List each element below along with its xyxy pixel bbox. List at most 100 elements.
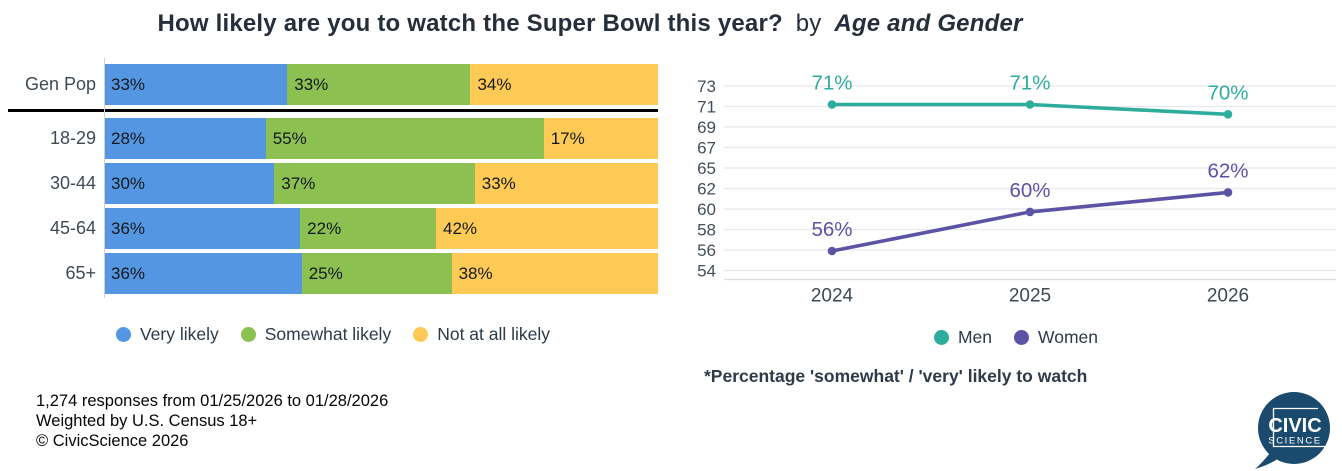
data-point-men [1025, 100, 1035, 109]
footer-responses: 1,274 responses from 01/25/2026 to 01/28… [36, 392, 389, 410]
bar-segment-value: 36% [111, 263, 146, 283]
data-point-men [1223, 110, 1233, 119]
bar-segment-value: 55% [272, 128, 307, 148]
legend-item-not-at-all-likely: Not at all likely [413, 324, 550, 345]
legend-item-very-likely: Very likely [115, 324, 219, 345]
legend-dot-icon [413, 327, 429, 342]
data-point-label: 71% [811, 72, 852, 95]
title-question: How likely are you to watch the Super Bo… [157, 10, 783, 37]
bar-row-65-: 65+ 36% 25% 38% [8, 253, 658, 294]
bar-track: 28% 55% 17% [104, 118, 658, 159]
logo-bubble-tail [1255, 453, 1279, 469]
civicscience-logo: CIVIC SCIENCE [1246, 391, 1336, 471]
data-point-women [1025, 207, 1035, 217]
bar-segment-somewhat-likely: 22% [300, 208, 436, 249]
bar-row-30-44: 30-44 30% 37% 33% [8, 163, 658, 204]
stacked-bar-chart: Gen Pop 33% 33% 34% 18-29 28% 55% 17% 30-44 30% 37… [8, 58, 659, 345]
legend-label: Somewhat likely [264, 324, 392, 344]
bar-segment-value: 37% [281, 173, 316, 193]
footer-copyright: © CivicScience 2026 [36, 431, 189, 450]
bar-category-label: 30-44 [49, 173, 96, 193]
data-point-women [1223, 188, 1233, 197]
bar-segment-value: 25% [308, 263, 343, 283]
y-tick-label: 62 [697, 180, 716, 199]
data-point-label: 71% [1009, 72, 1050, 95]
bar-segment-value: 38% [458, 263, 493, 283]
legend-dot-icon [115, 327, 131, 342]
bar-segment-very-likely: 30% [104, 163, 275, 204]
civicscience-logo-svg: CIVIC SCIENCE [1255, 392, 1330, 469]
bar-segment-very-likely: 33% [104, 64, 288, 105]
bar-chart-legend: Very likely Somewhat likely Not at all lik… [8, 324, 658, 345]
data-point-label: 60% [1009, 179, 1050, 202]
y-tick-label: 54 [697, 262, 716, 281]
bar-row-18-29: 18-29 28% 55% 17% [8, 118, 658, 159]
legend-label: Men [957, 327, 993, 347]
logo-text-civic: CIVIC [1268, 415, 1321, 437]
bar-segment-not-at-all-likely: 33% [474, 163, 658, 204]
bar-category-label: Gen Pop [24, 74, 96, 94]
bar-segment-not-at-all-likely: 34% [470, 64, 659, 105]
bar-track: 36% 25% 38% [104, 253, 658, 294]
chart-footnote: *Percentage 'somewhat' / 'very' likely t… [704, 366, 1088, 386]
bar-segment-value: 36% [111, 218, 146, 238]
bar-segment-not-at-all-likely: 42% [435, 208, 658, 249]
bar-segment-somewhat-likely: 25% [301, 253, 452, 294]
bar-axis-line [104, 58, 105, 298]
data-point-women [827, 246, 837, 256]
title-by: by [795, 10, 822, 37]
legend-label: Not at all likely [437, 324, 551, 344]
logo-frame [1272, 407, 1325, 448]
bar-segment-not-at-all-likely: 17% [543, 118, 658, 159]
bar-track: 36% 22% 42% [104, 208, 658, 249]
legend-dot-icon [1014, 330, 1030, 345]
data-point-label: 62% [1207, 159, 1248, 182]
data-point-men [827, 100, 837, 109]
bar-track: 33% 33% 34% [104, 64, 659, 105]
bar-category-label: 45-64 [49, 218, 96, 238]
legend-dot-icon [240, 327, 256, 342]
y-tick-label: 56 [697, 241, 716, 260]
legend-item-somewhat-likely: Somewhat likely [240, 324, 392, 345]
bar-segment-very-likely: 28% [104, 118, 266, 159]
bar-segment-somewhat-likely: 37% [274, 163, 475, 204]
footer-weighting: Weighted by U.S. Census 18+ [36, 411, 258, 430]
bar-category-label: 65+ [65, 263, 96, 283]
page-title: How likely are you to watch the Super Bo… [0, 10, 1180, 38]
logo-text-science: SCIENCE [1268, 436, 1321, 447]
bar-segment-value: 42% [442, 218, 478, 238]
bar-segment-somewhat-likely: 33% [287, 64, 471, 105]
legend-item-women: Women [1014, 327, 1098, 348]
source-footer: 1,274 responses from 01/25/2026 to 01/28… [36, 392, 388, 451]
bar-segment-value: 33% [481, 173, 516, 193]
data-point-label: 56% [811, 218, 852, 241]
y-tick-label: 71 [697, 98, 716, 117]
bar-segment-very-likely: 36% [104, 208, 301, 249]
bar-rows: Gen Pop 33% 33% 34% 18-29 28% 55% 17% 30-44 30% 37… [8, 58, 659, 298]
bar-row-45-64: 45-64 36% 22% 42% [8, 208, 658, 249]
x-tick-label: 2025 [1009, 286, 1051, 307]
line-chart-legend: Men Women [690, 327, 1342, 348]
legend-dot-icon [933, 330, 949, 345]
bar-row-gen-pop: Gen Pop 33% 33% 34% [8, 64, 659, 105]
bar-segment-value: 33% [294, 74, 329, 94]
x-tick-label: 2024 [811, 286, 854, 307]
bar-segment-value: 34% [477, 74, 512, 94]
bar-segment-value: 28% [111, 128, 146, 148]
line-chart: 73 71 69 67 65 62 60 58 56 54 2024 2025 2026 71% 71% 70… [690, 66, 1342, 311]
y-tick-label: 69 [697, 118, 716, 137]
bar-segment-somewhat-likely: 55% [265, 118, 544, 159]
bar-segment-value: 33% [111, 74, 146, 94]
bar-segment-value: 30% [111, 173, 146, 193]
bar-segment-very-likely: 36% [104, 253, 302, 294]
data-point-label: 70% [1207, 81, 1248, 104]
y-tick-label: 65 [697, 159, 716, 178]
legend-item-men: Men [933, 327, 993, 348]
bar-segment-value: 22% [307, 218, 342, 238]
gen-pop-divider [8, 109, 658, 112]
bar-track: 30% 37% 33% [104, 163, 658, 204]
y-tick-label: 58 [697, 221, 716, 240]
legend-label: Very likely [139, 324, 219, 344]
